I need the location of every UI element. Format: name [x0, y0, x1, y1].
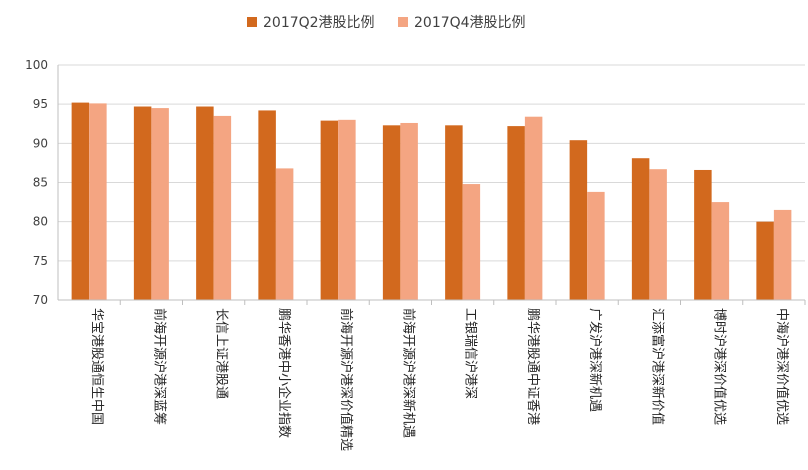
legend-swatch [398, 17, 408, 27]
bar-series-2 [587, 191, 605, 300]
x-tick-label: 前海开源沪港深价值精选 [338, 308, 354, 451]
x-tick-label: 博时沪港深价值优选 [712, 308, 728, 425]
bar-series-1 [631, 158, 650, 300]
bar-series-1 [569, 140, 588, 300]
x-axis: 华宝港股通恒生中国 前海开源沪港深蓝筹 长信上证港股通 鹏华香港中小企业指数 前海开源沪… [58, 299, 806, 451]
y-axis: 70 75 80 85 90 95 100 [25, 58, 59, 307]
bar-series-1 [694, 169, 712, 300]
legend: 2017Q2港股比例 2017Q4港股比例 [247, 15, 526, 31]
bar-series-1 [320, 120, 339, 300]
y-tick-label: 100 [25, 58, 48, 72]
bar-series-2 [338, 119, 356, 300]
bar-series-1 [382, 125, 401, 300]
bar-series-1 [756, 221, 774, 300]
legend-label: 2017Q2港股比例 [263, 15, 375, 31]
x-tick-label: 汇添富沪港深新价值 [649, 308, 665, 425]
bar-series-1 [71, 102, 90, 300]
x-tick-label: 前海开源沪港深新机遇 [400, 308, 416, 438]
bar-series-2 [711, 202, 730, 300]
bar-series-1 [507, 126, 525, 300]
x-tick-label: 广发沪港深新机遇 [587, 308, 603, 412]
bars [71, 102, 792, 301]
y-tick-label: 90 [33, 136, 48, 150]
bar-series-2 [151, 108, 169, 300]
x-tick-label: 鹏华香港中小企业指数 [276, 308, 292, 438]
bar-series-2 [275, 168, 294, 300]
x-tick-label: 工银瑞信沪港深 [463, 308, 479, 399]
x-tick-label: 前海开源沪港深蓝筹 [151, 308, 167, 425]
bar-series-1 [133, 106, 152, 301]
legend-label: 2017Q4港股比例 [414, 15, 526, 31]
bar-series-1 [258, 110, 276, 300]
bar-series-2 [773, 209, 792, 300]
bar-series-2 [213, 115, 232, 301]
bar-series-2 [649, 169, 667, 300]
y-tick-label: 75 [33, 254, 48, 268]
x-tick-label: 华宝港股通恒生中国 [89, 308, 104, 425]
bar-series-2 [400, 122, 418, 300]
x-tick-label: 长信上证港股通 [214, 308, 229, 399]
bar-series-2 [89, 103, 107, 300]
y-tick-label: 80 [33, 215, 48, 229]
y-tick-label: 95 [33, 97, 48, 111]
legend-swatch [247, 17, 257, 27]
bar-series-2 [524, 116, 543, 300]
bar-series-2 [462, 184, 481, 300]
x-tick-label: 鹏华港股通中证香港 [525, 308, 540, 425]
y-tick-label: 85 [33, 176, 48, 190]
y-tick-label: 70 [33, 293, 48, 307]
bar-series-1 [196, 106, 214, 301]
gridlines [58, 64, 805, 262]
bar-series-1 [445, 125, 463, 300]
x-tick-label: 中海沪港深价值优选 [774, 308, 790, 425]
